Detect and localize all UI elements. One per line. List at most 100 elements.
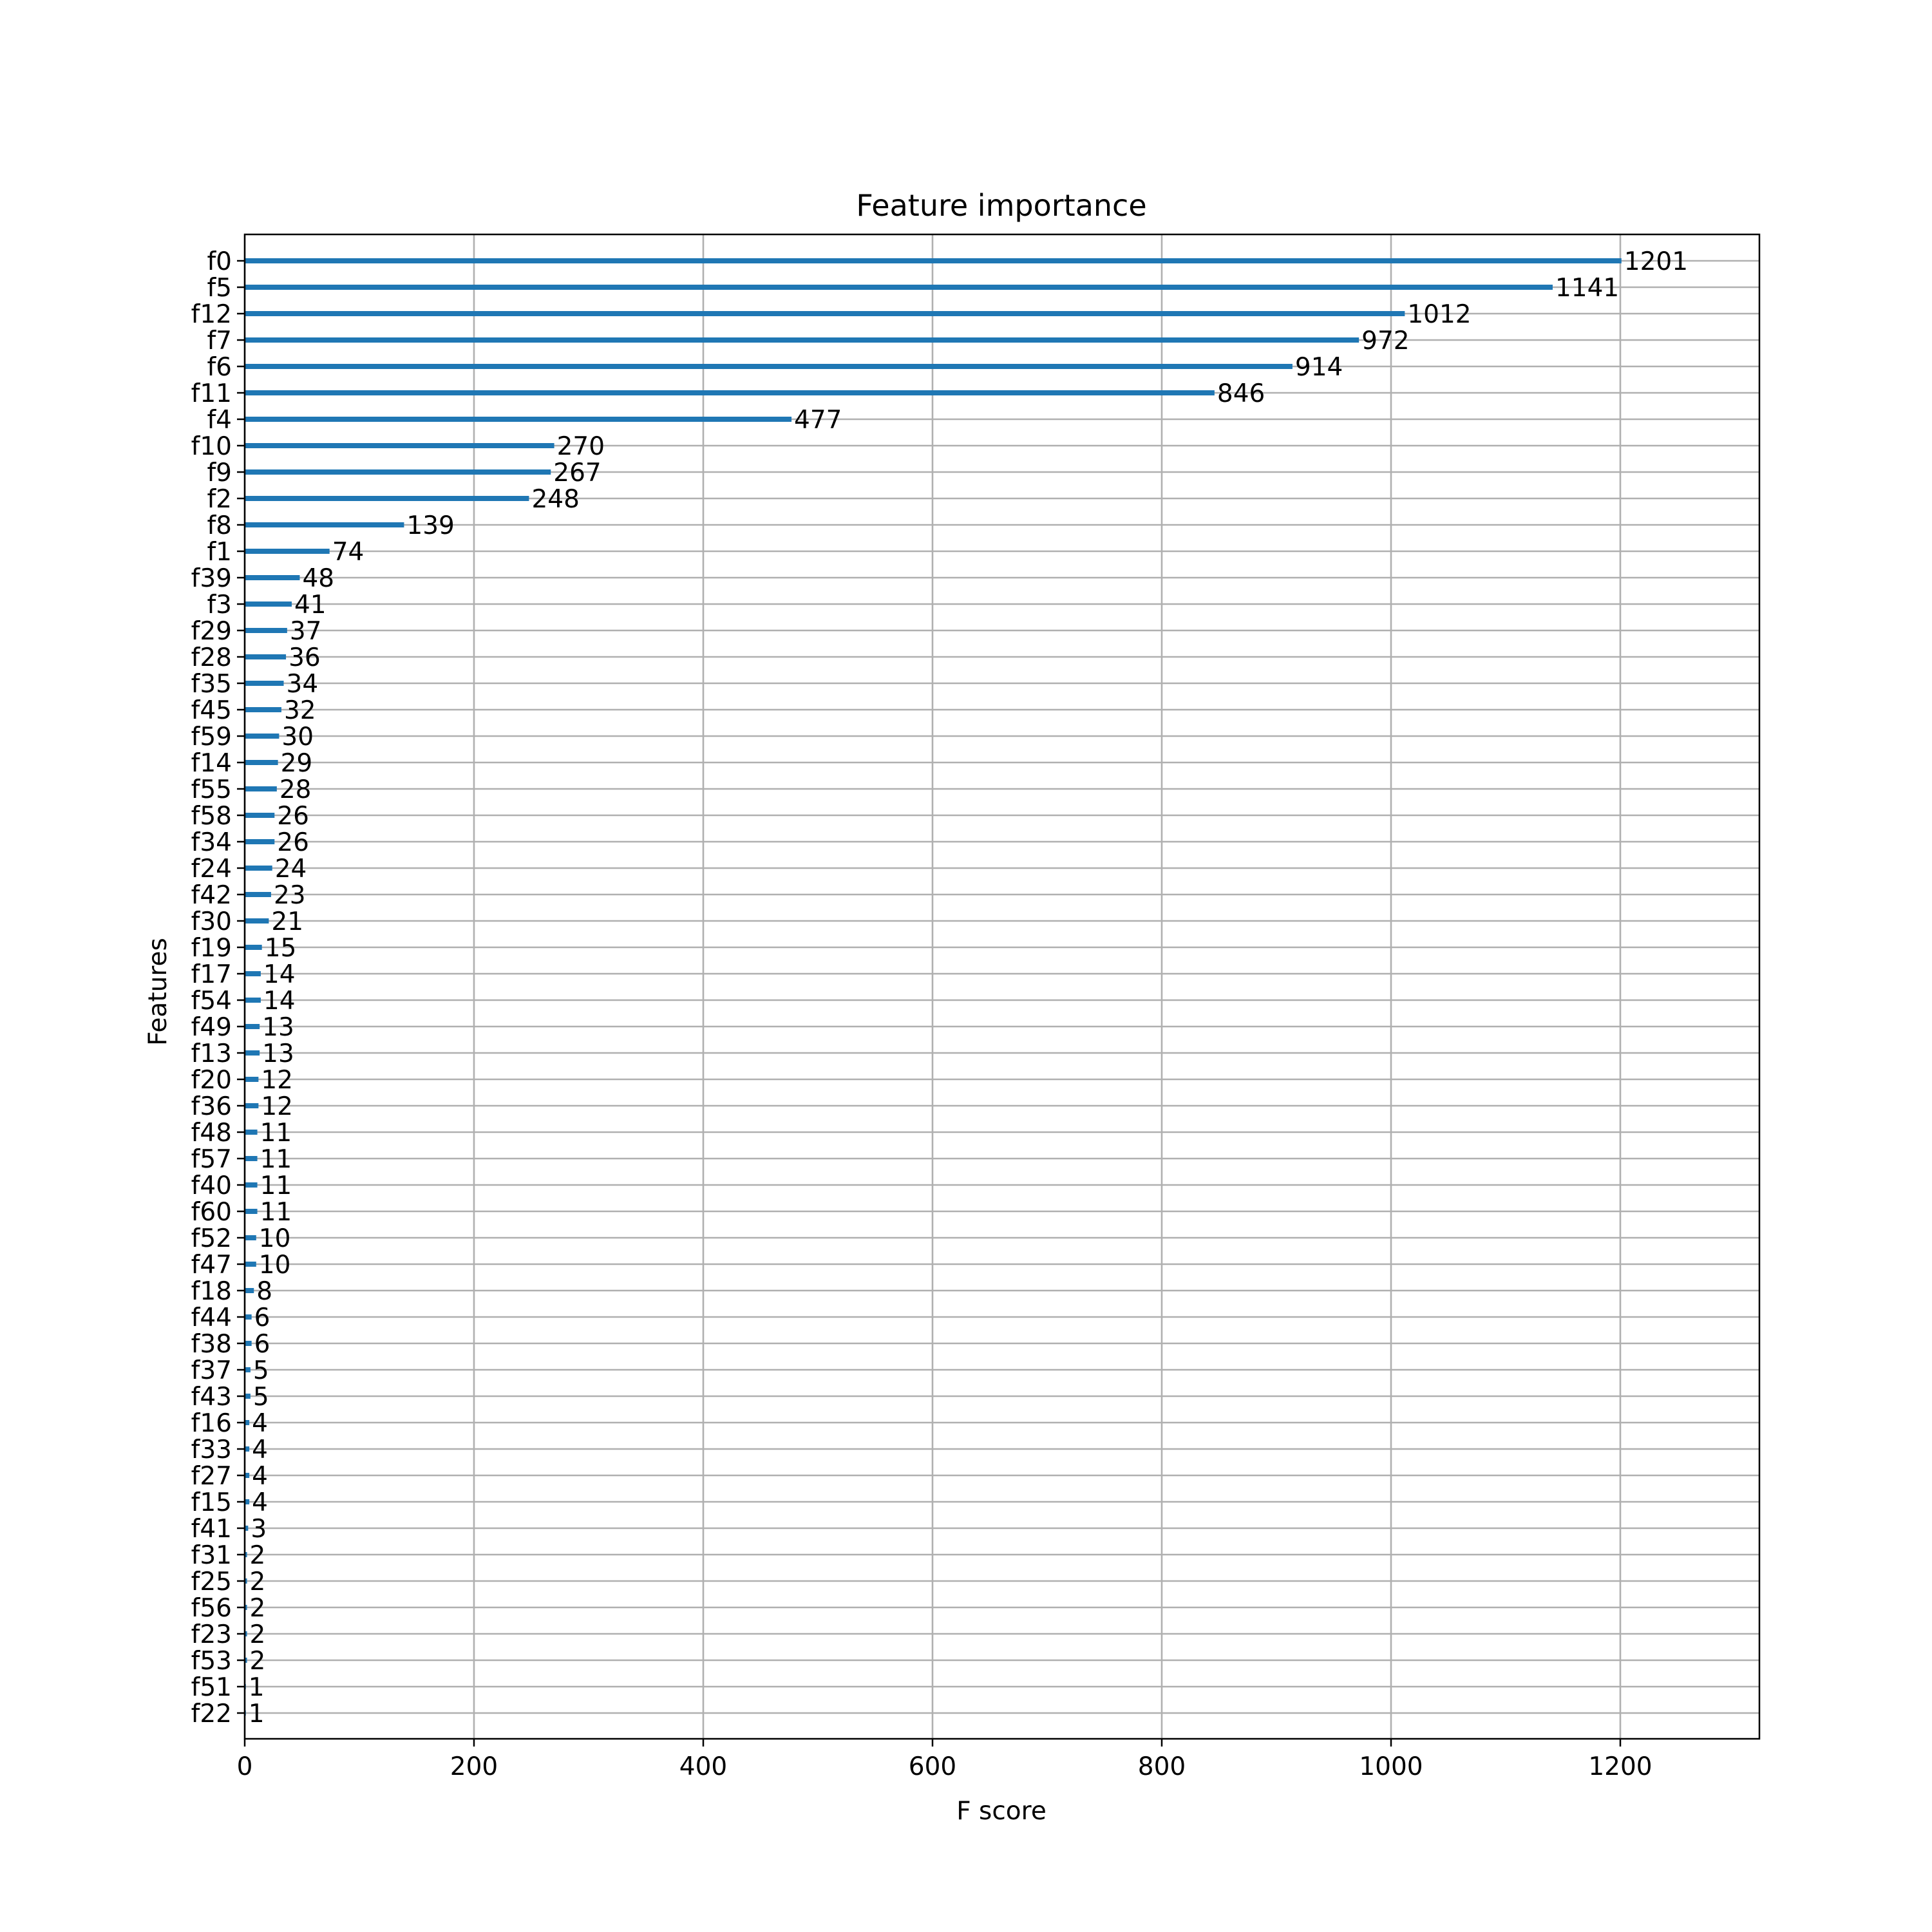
y-tick-label-f7: f7 [207,327,232,355]
y-tick-label-f5: f5 [207,274,232,303]
ticks-layer: 0 200 400 600 800 1000 1200f0f5f12f7f6f11f4f10… [191,247,1653,1781]
bar-f58 [245,813,275,818]
value-label-f17: 14 [263,960,296,989]
bar-f34 [245,839,275,844]
bar-f19 [245,945,262,950]
y-tick-label-f54: f54 [191,987,232,1016]
value-label-f54: 14 [263,987,296,1016]
value-label-f8: 139 [406,511,454,540]
value-label-f3: 41 [294,591,327,620]
bar-f60 [245,1209,258,1214]
y-tick-label-f27: f27 [191,1462,232,1491]
y-tick-label-f38: f38 [191,1330,232,1359]
y-tick-label-f40: f40 [191,1171,232,1200]
value-label-f30: 21 [271,907,303,936]
y-tick-label-f36: f36 [191,1092,232,1121]
y-tick-label-f47: f47 [191,1251,232,1280]
bar-f52 [245,1235,256,1240]
bar-f48 [245,1130,258,1135]
bar-f49 [245,1024,260,1029]
y-tick-label-f23: f23 [191,1620,232,1649]
y-tick-label-f39: f39 [191,564,232,593]
bar-f10 [245,443,554,448]
value-label-f27: 4 [252,1462,268,1491]
y-tick-label-f52: f52 [191,1224,232,1253]
y-tick-label-f17: f17 [191,960,232,989]
y-tick-label-f22: f22 [191,1700,232,1728]
bar-f23 [245,1631,247,1636]
bar-f43 [245,1394,251,1399]
y-tick-label-f58: f58 [191,802,232,831]
bar-f18 [245,1288,254,1293]
bar-f56 [245,1605,247,1610]
x-tick-label: 800 [1138,1752,1186,1781]
bar-f4 [245,417,792,422]
y-tick-label-f9: f9 [207,459,232,488]
value-label-f16: 4 [252,1409,268,1438]
bar-f8 [245,522,404,527]
value-label-f44: 6 [254,1303,270,1332]
value-label-f60: 11 [260,1198,292,1227]
value-label-f14: 29 [281,749,313,778]
value-label-f25: 2 [250,1567,266,1596]
bar-f31 [245,1552,247,1557]
bar-f59 [245,734,279,739]
bar-f3 [245,601,292,607]
value-label-f47: 10 [259,1251,291,1280]
bar-f41 [245,1526,249,1531]
value-label-f12: 1012 [1407,300,1471,329]
y-tick-label-f28: f28 [191,643,232,672]
bar-f57 [245,1156,258,1161]
bar-f11 [245,390,1215,395]
y-tick-label-f12: f12 [191,300,232,329]
bar-f1 [245,549,330,554]
value-label-f42: 23 [274,881,306,910]
y-tick-label-f45: f45 [191,696,232,725]
x-tick-label: 400 [679,1752,727,1781]
bar-f15 [245,1499,250,1504]
y-tick-label-f6: f6 [207,353,232,382]
bar-f29 [245,628,287,633]
value-label-f4: 477 [794,406,842,435]
bar-f44 [245,1314,252,1320]
y-tick-label-f13: f13 [191,1039,232,1068]
bar-f25 [245,1578,247,1584]
value-label-f58: 26 [277,802,309,831]
value-label-f49: 13 [262,1013,294,1042]
value-labels-layer: 1201114110129729148464772702672481397448… [249,247,1688,1728]
bar-f38 [245,1341,252,1346]
bar-f37 [245,1367,251,1372]
bar-f0 [245,258,1622,263]
value-label-f43: 5 [253,1383,269,1412]
y-tick-label-f59: f59 [191,723,232,752]
bar-f47 [245,1262,256,1267]
value-label-f56: 2 [250,1594,266,1623]
y-tick-label-f31: f31 [191,1541,232,1570]
value-label-f11: 846 [1217,379,1265,408]
value-label-f1: 74 [332,538,365,567]
y-tick-label-f30: f30 [191,907,232,936]
value-label-f33: 4 [252,1435,268,1464]
value-label-f18: 8 [256,1277,272,1306]
value-label-f0: 1201 [1624,247,1688,276]
bar-f14 [245,760,278,765]
value-label-f2: 248 [531,485,579,514]
bar-f54 [245,998,261,1003]
bar-f13 [245,1050,260,1056]
y-tick-label-f24: f24 [191,855,232,884]
value-label-f24: 24 [275,855,307,884]
value-label-f39: 48 [302,564,334,593]
bar-f5 [245,285,1553,290]
y-tick-label-f1: f1 [207,538,232,567]
value-label-f48: 11 [260,1119,292,1148]
bar-f16 [245,1420,250,1425]
bar-f30 [245,918,269,923]
y-tick-label-f33: f33 [191,1435,232,1464]
y-tick-label-f15: f15 [191,1488,232,1517]
y-tick-label-f25: f25 [191,1567,232,1596]
value-label-f20: 12 [261,1066,293,1095]
value-label-f22: 1 [249,1700,265,1728]
bar-f7 [245,337,1359,343]
value-label-f6: 914 [1295,353,1343,382]
x-axis-label: F score [956,1797,1046,1826]
